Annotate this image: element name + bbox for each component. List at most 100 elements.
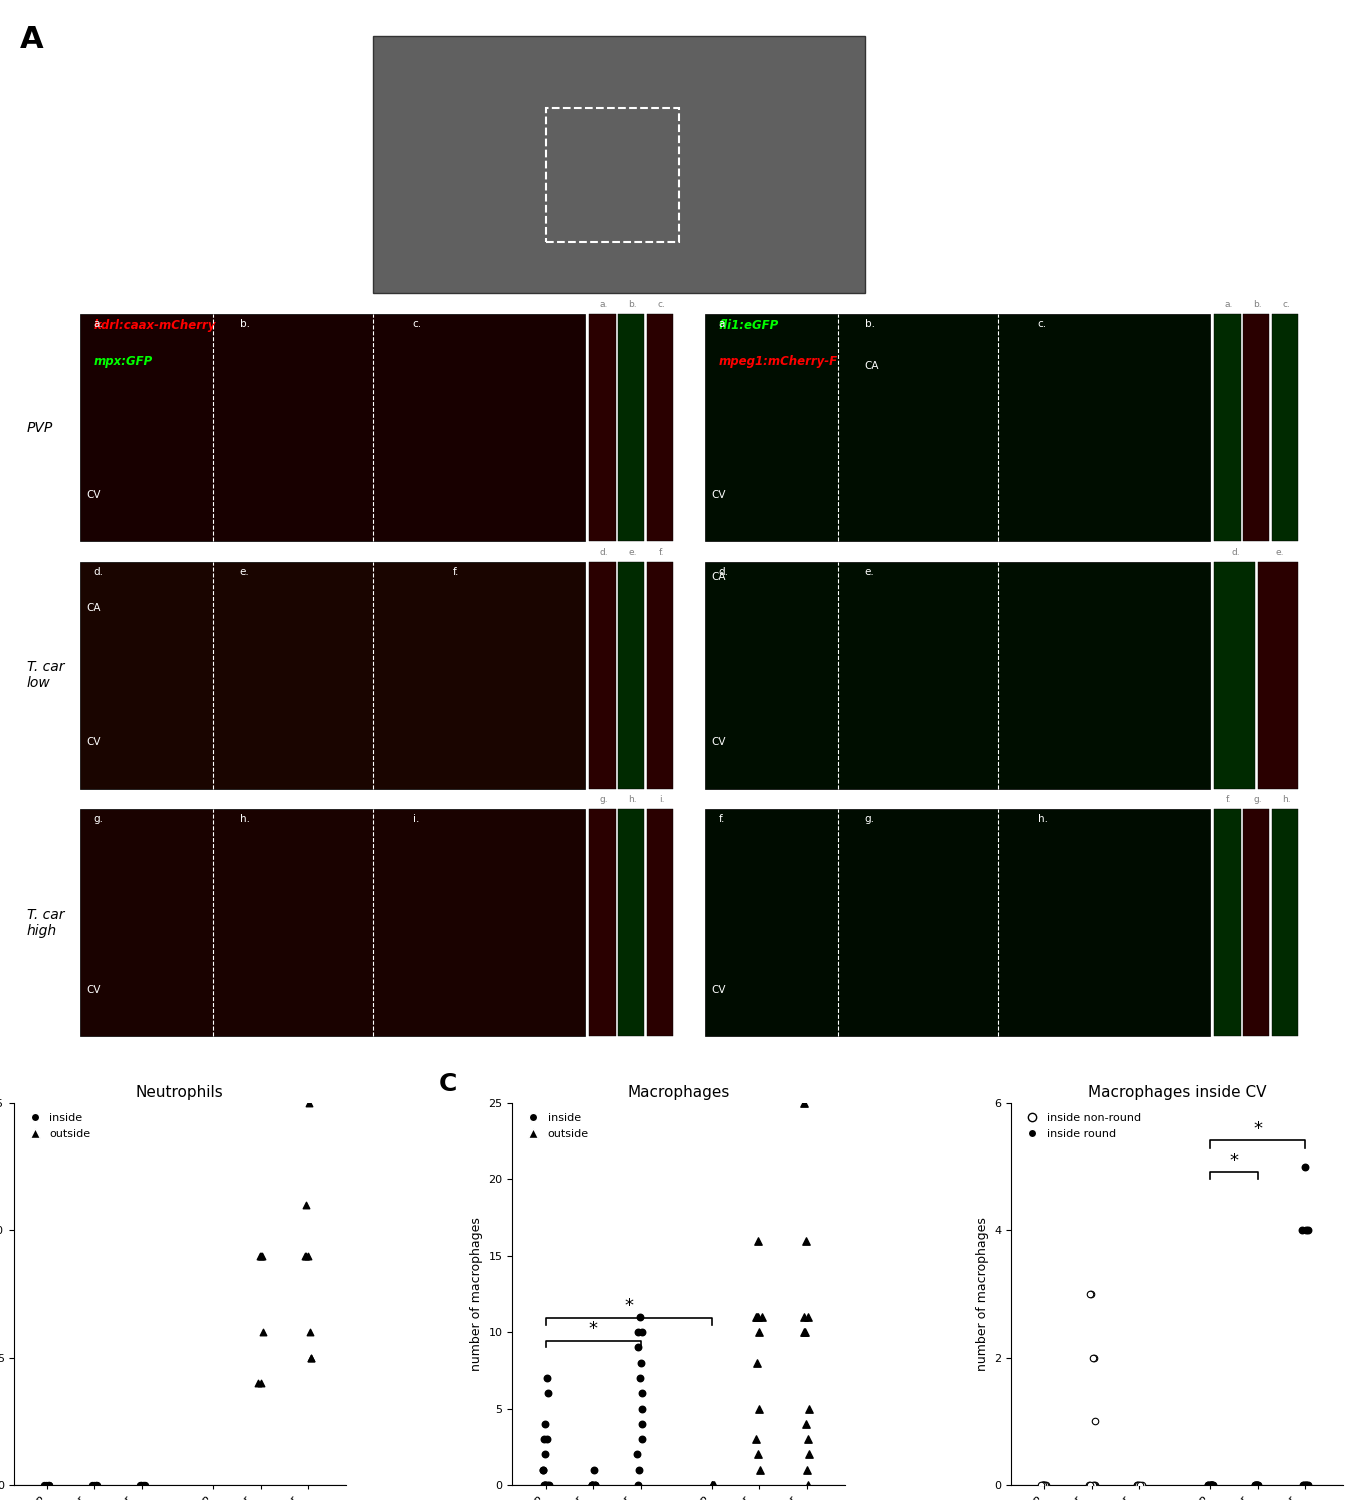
- Legend: inside, outside: inside, outside: [518, 1108, 593, 1143]
- Text: *: *: [589, 1320, 597, 1338]
- Point: [1202, 1473, 1224, 1497]
- Text: a: a: [718, 320, 725, 330]
- Point: [1033, 1473, 1054, 1497]
- Point: [536, 1473, 558, 1497]
- Y-axis label: number of macrophages: number of macrophages: [976, 1216, 988, 1371]
- Point: [1084, 1410, 1106, 1434]
- Point: [1201, 1473, 1223, 1497]
- Bar: [619, 808, 645, 1036]
- Text: c.: c.: [1282, 300, 1291, 309]
- Point: [795, 1228, 817, 1252]
- Title: Macrophages inside CV: Macrophages inside CV: [1088, 1086, 1266, 1101]
- Point: [748, 1396, 769, 1420]
- Text: e.: e.: [628, 548, 636, 556]
- Point: [536, 1426, 558, 1450]
- Point: [702, 1473, 723, 1497]
- Text: *: *: [1254, 1120, 1262, 1138]
- Point: [1079, 1473, 1101, 1497]
- Point: [1082, 1473, 1103, 1497]
- Point: [627, 1335, 649, 1359]
- Point: [746, 1305, 768, 1329]
- Point: [746, 1228, 768, 1252]
- Point: [1033, 1473, 1054, 1497]
- Bar: [619, 314, 645, 542]
- Text: CA: CA: [712, 572, 726, 582]
- Point: [532, 1458, 554, 1482]
- Point: [1244, 1473, 1266, 1497]
- Point: [630, 1352, 651, 1376]
- Point: [294, 1192, 316, 1216]
- Point: [749, 1458, 771, 1482]
- Text: C: C: [440, 1072, 457, 1096]
- Point: [247, 1371, 269, 1395]
- Point: [745, 1426, 767, 1450]
- Point: [585, 1473, 607, 1497]
- Point: [1201, 1473, 1223, 1497]
- Point: [748, 1443, 769, 1467]
- Bar: [1215, 808, 1240, 1036]
- Point: [1031, 1473, 1053, 1497]
- Point: [702, 1473, 723, 1497]
- Text: d.: d.: [718, 567, 729, 578]
- Text: mpx:GFP: mpx:GFP: [94, 356, 152, 369]
- Bar: [1215, 314, 1240, 542]
- Point: [1126, 1473, 1148, 1497]
- Text: d.: d.: [94, 567, 103, 578]
- Point: [1130, 1473, 1152, 1497]
- Text: CA: CA: [87, 603, 102, 613]
- Point: [702, 1473, 723, 1497]
- Point: [1128, 1473, 1149, 1497]
- Point: [748, 1320, 769, 1344]
- Point: [130, 1473, 152, 1497]
- Point: [300, 1346, 322, 1370]
- Text: g.: g.: [94, 815, 103, 825]
- Point: [631, 1412, 653, 1436]
- Point: [581, 1473, 603, 1497]
- Text: *: *: [624, 1298, 634, 1316]
- Bar: [647, 808, 673, 1036]
- Text: fli1:eGFP: fli1:eGFP: [718, 320, 779, 333]
- Text: b.: b.: [240, 320, 250, 330]
- Point: [299, 1320, 320, 1344]
- Point: [38, 1473, 60, 1497]
- Point: [1197, 1473, 1219, 1497]
- Point: [1079, 1282, 1101, 1306]
- Point: [1197, 1473, 1219, 1497]
- Text: h.: h.: [1038, 815, 1048, 825]
- Point: [1292, 1473, 1314, 1497]
- Point: [746, 1305, 768, 1329]
- Text: c.: c.: [413, 320, 422, 330]
- Point: [296, 1244, 318, 1268]
- Point: [134, 1473, 156, 1497]
- Point: [1033, 1473, 1054, 1497]
- Title: Macrophages: Macrophages: [627, 1086, 730, 1101]
- Point: [251, 1244, 273, 1268]
- Text: CV: CV: [87, 738, 102, 747]
- Text: h.: h.: [240, 815, 250, 825]
- Point: [1295, 1155, 1316, 1179]
- Text: f.: f.: [658, 548, 664, 556]
- Point: [1034, 1473, 1056, 1497]
- Point: [1244, 1473, 1266, 1497]
- Bar: [1272, 314, 1299, 542]
- Title: Neutrophils: Neutrophils: [136, 1086, 224, 1101]
- Point: [1033, 1473, 1054, 1497]
- Point: [627, 1473, 649, 1497]
- Text: e.: e.: [864, 567, 874, 578]
- Text: CA: CA: [864, 360, 879, 370]
- Point: [581, 1473, 603, 1497]
- Point: [87, 1473, 109, 1497]
- Text: i.: i.: [658, 795, 664, 804]
- Point: [1295, 1473, 1316, 1497]
- Point: [537, 1473, 559, 1497]
- Point: [750, 1305, 772, 1329]
- Text: T. car
high: T. car high: [27, 908, 64, 938]
- Point: [797, 1426, 818, 1450]
- Point: [34, 1473, 56, 1497]
- Point: [81, 1473, 103, 1497]
- Legend: inside, outside: inside, outside: [19, 1108, 95, 1143]
- Point: [631, 1320, 653, 1344]
- Point: [1034, 1473, 1056, 1497]
- Point: [1084, 1473, 1106, 1497]
- Bar: [1215, 561, 1255, 789]
